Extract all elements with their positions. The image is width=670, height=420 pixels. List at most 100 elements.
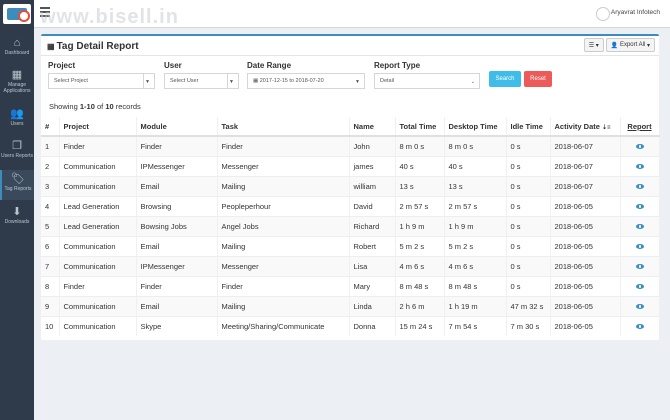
table-cell: 2018-06-05 bbox=[550, 215, 621, 236]
table-cell: Messenger bbox=[217, 155, 350, 176]
table-cell: Finder bbox=[217, 275, 350, 296]
table-cell: 8 m 0 s bbox=[395, 135, 445, 156]
app-logo[interactable] bbox=[3, 4, 31, 24]
table-cell: 7 bbox=[41, 255, 60, 276]
table-cell: Linda bbox=[349, 295, 396, 316]
table-cell: 0 s bbox=[506, 195, 551, 216]
eye-icon[interactable] bbox=[635, 163, 644, 169]
table-cell: 8 m 48 s bbox=[444, 275, 507, 296]
table-cell: 5 m 2 s bbox=[395, 235, 445, 256]
col-header: Project bbox=[59, 117, 137, 137]
col-header-activity-date[interactable]: Activity Date ⇣≡ bbox=[550, 117, 621, 137]
user-label: User bbox=[164, 61, 182, 70]
users-icon: 👥 bbox=[10, 108, 24, 120]
table-cell: 2 h 6 m bbox=[395, 295, 445, 316]
table-cell: 2018-06-05 bbox=[550, 315, 621, 336]
table-cell: 1 h 9 m bbox=[444, 215, 507, 236]
table-cell: Communication bbox=[59, 255, 137, 276]
view-report-cell bbox=[620, 195, 660, 216]
user-select[interactable]: Select User ▼ bbox=[164, 73, 239, 89]
table-row: 7 Communication IPMessenger Messenger Lisa 4 … bbox=[41, 255, 660, 276]
watermark: www.bisell.in bbox=[40, 6, 179, 28]
table-cell: 13 s bbox=[444, 175, 507, 196]
table-cell: IPMessenger bbox=[136, 155, 218, 176]
avatar[interactable] bbox=[596, 7, 610, 21]
table-cell: 5 m 2 s bbox=[444, 235, 507, 256]
eye-icon[interactable] bbox=[635, 243, 644, 249]
table-cell: Browsing bbox=[136, 195, 218, 216]
eye-icon[interactable] bbox=[635, 223, 644, 229]
table-cell: 40 s bbox=[444, 155, 507, 176]
view-report-cell bbox=[620, 295, 660, 316]
eye-icon[interactable] bbox=[635, 143, 644, 149]
table-cell: Messenger bbox=[217, 255, 350, 276]
project-select[interactable]: Select Project ▼ bbox=[48, 73, 155, 89]
search-button[interactable]: Search bbox=[489, 71, 521, 87]
eye-icon[interactable] bbox=[635, 263, 644, 269]
table-cell: 47 m 32 s bbox=[506, 295, 551, 316]
eye-icon[interactable] bbox=[635, 283, 644, 289]
table-cell: 0 s bbox=[506, 215, 551, 236]
eye-icon[interactable] bbox=[635, 203, 644, 209]
table-cell: Mailing bbox=[217, 175, 350, 196]
sidebar-item-dashboard[interactable]: ⌂ Dashboard bbox=[0, 34, 34, 64]
eye-icon[interactable] bbox=[635, 323, 644, 329]
table-cell: Finder bbox=[136, 135, 218, 156]
table-cell: 7 m 54 s bbox=[444, 315, 507, 336]
reset-button[interactable]: Reset bbox=[524, 71, 552, 87]
col-header: Report bbox=[620, 117, 660, 137]
eye-icon[interactable] bbox=[635, 183, 644, 189]
table-cell: Richard bbox=[349, 215, 396, 236]
sidebar-item-users[interactable]: 👥 Users bbox=[0, 105, 34, 135]
table-cell: Email bbox=[136, 235, 218, 256]
report-type-select[interactable]: Detail ⌄ bbox=[374, 73, 480, 89]
table-cell: Finder bbox=[59, 135, 137, 156]
eye-icon[interactable] bbox=[635, 303, 644, 309]
table-cell: Mailing bbox=[217, 235, 350, 256]
table-cell: 2 bbox=[41, 155, 60, 176]
grid-icon: ▦ bbox=[11, 69, 23, 81]
sort-icon[interactable]: ⇣≡ bbox=[601, 124, 611, 131]
col-header: Task bbox=[217, 117, 350, 137]
sidebar-item-label: Tag Reports bbox=[4, 186, 32, 192]
table-cell: Communication bbox=[59, 315, 137, 336]
download-icon: ⬇ bbox=[12, 206, 22, 218]
hamburger-menu-icon[interactable] bbox=[40, 7, 50, 17]
table-cell: 2018-06-05 bbox=[550, 295, 621, 316]
table-cell: Donna bbox=[349, 315, 396, 336]
table-cell: 3 bbox=[41, 175, 60, 196]
table-cell: 8 bbox=[41, 275, 60, 296]
date-range-input[interactable]: ▦ 2017-12-15 to 2018-07-20 ▼ bbox=[247, 73, 365, 89]
sidebar: ⌂ Dashboard ▦ Manage Applications 👥 User… bbox=[0, 0, 34, 420]
table-cell: 5 bbox=[41, 215, 60, 236]
copy-icon: ❐ bbox=[12, 140, 22, 152]
table-cell: Mary bbox=[349, 275, 396, 296]
table-cell: Finder bbox=[59, 275, 137, 296]
table-cell: Email bbox=[136, 175, 218, 196]
table-cell: Mailing bbox=[217, 295, 350, 316]
sidebar-item-users-reports[interactable]: ❐ Users Reports bbox=[0, 137, 34, 167]
export-all-button[interactable]: 👤 Export All ▾ bbox=[605, 38, 655, 52]
sidebar-item-tag-reports[interactable]: 🏷 Tag Reports bbox=[0, 170, 34, 200]
table-cell: 13 s bbox=[395, 175, 445, 196]
table-row: 2 Communication IPMessenger Messenger james 4… bbox=[41, 155, 660, 176]
sidebar-item-downloads[interactable]: ⬇ Downloads bbox=[0, 203, 34, 233]
sidebar-item-manage-applications[interactable]: ▦ Manage Applications bbox=[0, 66, 34, 96]
chevron-down-icon: ▼ bbox=[355, 79, 360, 85]
table-cell: IPMessenger bbox=[136, 255, 218, 276]
table-cell: 2018-06-05 bbox=[550, 275, 621, 296]
table-cell: 2018-06-05 bbox=[550, 195, 621, 216]
view-toggle-button[interactable]: ☰ ▾ bbox=[583, 38, 604, 52]
table-cell: Robert bbox=[349, 235, 396, 256]
view-report-cell bbox=[620, 155, 660, 176]
table-cell: william bbox=[349, 175, 396, 196]
calendar-icon: ▦ bbox=[253, 78, 260, 84]
table-row: 10 Communication Skype Meeting/Sharing/Comm… bbox=[41, 315, 660, 336]
user-name[interactable]: Aryavrat Infotech bbox=[610, 9, 660, 16]
table-cell: 4 m 6 s bbox=[395, 255, 445, 276]
table-cell: Communication bbox=[59, 295, 137, 316]
records-summary: Showing 1-10 of 10 records bbox=[49, 102, 141, 111]
